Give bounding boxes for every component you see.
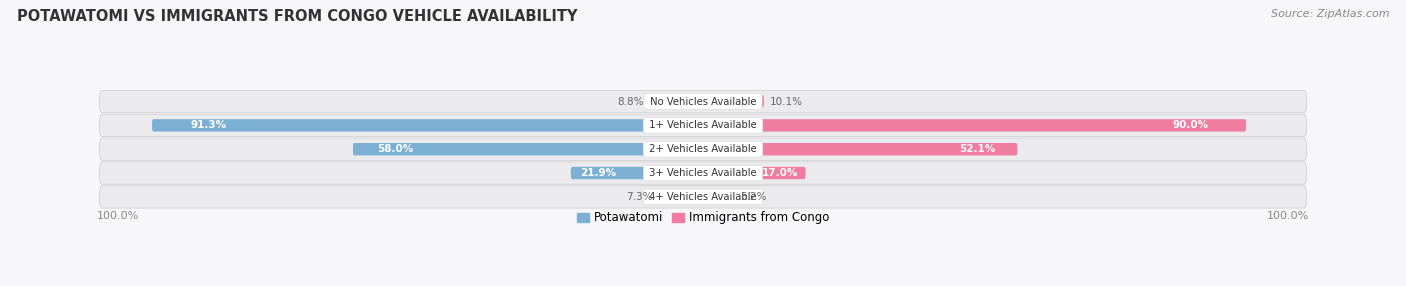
Text: 58.0%: 58.0% bbox=[377, 144, 413, 154]
FancyBboxPatch shape bbox=[100, 90, 1306, 113]
Text: 91.3%: 91.3% bbox=[191, 120, 226, 130]
Text: 1+ Vehicles Available: 1+ Vehicles Available bbox=[647, 120, 759, 130]
Text: 4+ Vehicles Available: 4+ Vehicles Available bbox=[647, 192, 759, 202]
FancyBboxPatch shape bbox=[703, 119, 1246, 132]
FancyBboxPatch shape bbox=[100, 138, 1306, 160]
FancyBboxPatch shape bbox=[703, 143, 1018, 155]
FancyBboxPatch shape bbox=[650, 95, 703, 108]
FancyBboxPatch shape bbox=[100, 114, 1306, 137]
FancyBboxPatch shape bbox=[659, 191, 703, 203]
Text: 17.0%: 17.0% bbox=[762, 168, 799, 178]
Text: 10.1%: 10.1% bbox=[770, 97, 803, 106]
Text: No Vehicles Available: No Vehicles Available bbox=[647, 97, 759, 106]
Text: 2+ Vehicles Available: 2+ Vehicles Available bbox=[647, 144, 759, 154]
FancyBboxPatch shape bbox=[703, 95, 763, 108]
Text: 5.2%: 5.2% bbox=[741, 192, 766, 202]
Text: 100.0%: 100.0% bbox=[97, 211, 139, 221]
Text: 52.1%: 52.1% bbox=[959, 144, 995, 154]
Text: 7.3%: 7.3% bbox=[627, 192, 652, 202]
FancyBboxPatch shape bbox=[703, 167, 806, 179]
Legend: Potawatomi, Immigrants from Congo: Potawatomi, Immigrants from Congo bbox=[576, 211, 830, 224]
FancyBboxPatch shape bbox=[353, 143, 703, 155]
Text: 8.8%: 8.8% bbox=[617, 97, 644, 106]
Text: 90.0%: 90.0% bbox=[1173, 120, 1208, 130]
Text: POTAWATOMI VS IMMIGRANTS FROM CONGO VEHICLE AVAILABILITY: POTAWATOMI VS IMMIGRANTS FROM CONGO VEHI… bbox=[17, 9, 578, 23]
FancyBboxPatch shape bbox=[703, 191, 734, 203]
FancyBboxPatch shape bbox=[100, 186, 1306, 208]
Text: Source: ZipAtlas.com: Source: ZipAtlas.com bbox=[1271, 9, 1389, 19]
Text: 100.0%: 100.0% bbox=[1267, 211, 1309, 221]
FancyBboxPatch shape bbox=[152, 119, 703, 132]
Text: 21.9%: 21.9% bbox=[581, 168, 616, 178]
FancyBboxPatch shape bbox=[100, 162, 1306, 184]
FancyBboxPatch shape bbox=[571, 167, 703, 179]
Text: 3+ Vehicles Available: 3+ Vehicles Available bbox=[647, 168, 759, 178]
